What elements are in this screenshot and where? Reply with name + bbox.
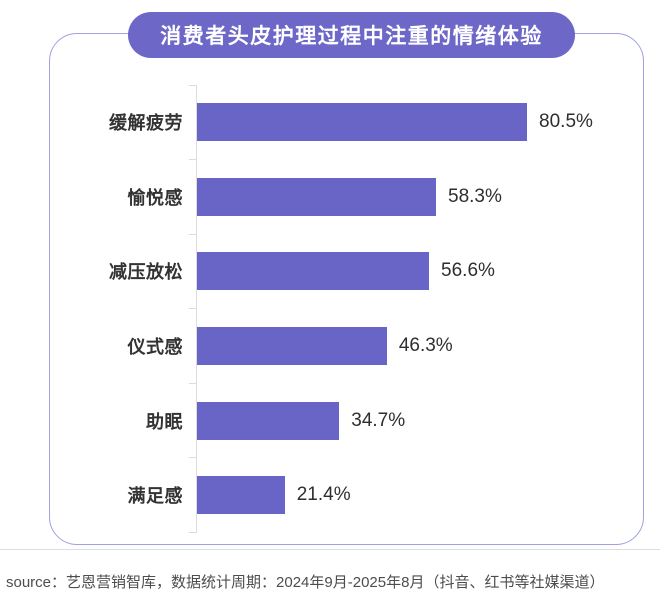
axis-tick	[189, 84, 196, 86]
axis-tick	[189, 457, 196, 459]
bar-track: 21.4%	[189, 457, 607, 534]
chart-card: 缓解疲劳 80.5% 愉悦感 58.3% 减压放松 56.6% 仪式感 46.3% 助眠 34.7…	[49, 33, 644, 545]
bar-track: 58.3%	[189, 159, 607, 235]
chart-title-pill: 消费者头皮护理过程中注重的情绪体验	[128, 12, 575, 58]
chart-row: 愉悦感 58.3%	[50, 159, 643, 235]
bar	[197, 252, 430, 291]
bar	[197, 476, 285, 515]
source-note: source：艺恩营销智库，数据统计周期：2024年9月-2025年8月（抖音、…	[6, 574, 605, 591]
bar-track: 56.6%	[189, 233, 607, 309]
bar-value-label: 56.6%	[441, 260, 495, 282]
category-label: 仪式感	[127, 337, 183, 358]
chart-row: 缓解疲劳 80.5%	[50, 84, 643, 160]
bar-chart: 缓解疲劳 80.5% 愉悦感 58.3% 减压放松 56.6% 仪式感 46.3% 助眠 34.7…	[50, 84, 643, 534]
bar	[197, 401, 340, 440]
bar	[197, 103, 528, 142]
bar-track: 46.3%	[189, 308, 607, 384]
bar	[197, 327, 387, 366]
bar-value-label: 46.3%	[398, 335, 453, 357]
category-label: 助眠	[146, 411, 183, 432]
chart-title: 消费者头皮护理过程中注重的情绪体验	[160, 25, 543, 48]
axis-tick	[189, 159, 196, 161]
axis-tick	[189, 233, 196, 235]
chart-row: 减压放松 56.6%	[50, 233, 643, 309]
bar-track: 34.7%	[189, 382, 607, 458]
category-label: 减压放松	[109, 262, 183, 283]
bar-value-label: 58.3%	[448, 185, 502, 207]
bar	[197, 177, 437, 216]
chart-row: 助眠 34.7%	[50, 382, 643, 458]
category-label: 缓解疲劳	[109, 113, 183, 134]
bar-value-label: 21.4%	[296, 484, 351, 506]
category-label: 满足感	[127, 486, 183, 507]
axis-tick	[189, 532, 196, 534]
bar-value-label: 34.7%	[351, 409, 406, 431]
axis-tick	[189, 308, 196, 310]
bar-value-label: 80.5%	[539, 111, 593, 133]
chart-row: 满足感 21.4%	[50, 457, 643, 534]
category-label: 愉悦感	[127, 187, 183, 208]
page-divider-line	[0, 549, 660, 550]
chart-row: 仪式感 46.3%	[50, 308, 643, 384]
axis-tick	[189, 382, 196, 384]
bar-track: 80.5%	[189, 84, 607, 160]
